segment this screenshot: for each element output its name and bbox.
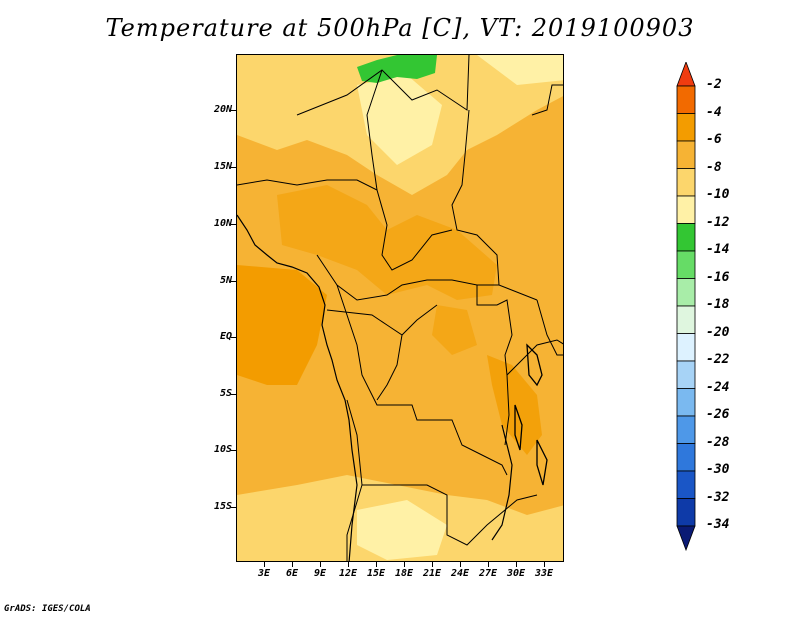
lat-label-5n: 5N (219, 275, 232, 286)
colorbar-label: -34 (706, 517, 730, 532)
map-canvas (237, 55, 563, 561)
lon-tick (432, 562, 433, 567)
colorbar-swatch (676, 223, 696, 252)
lon-label-9e: 9E (313, 568, 327, 579)
colorbar-swatch (676, 195, 696, 224)
lat-tick (231, 224, 236, 225)
lat-tick (231, 337, 236, 338)
lon-tick (488, 562, 489, 567)
colorbar-label: -30 (706, 462, 730, 477)
warm-region-gulf (237, 265, 327, 385)
colorbar-swatch (676, 305, 696, 334)
warm-patch-center (432, 305, 477, 355)
lon-tick (348, 562, 349, 567)
cool-region-northeast (477, 55, 563, 85)
colorbar-label: -14 (706, 242, 730, 257)
colorbar-swatch (676, 415, 696, 444)
cool-region-north-inner (357, 75, 442, 165)
lon-label-15e: 15E (366, 568, 386, 579)
lat-tick (231, 110, 236, 111)
lon-tick (544, 562, 545, 567)
colorbar-swatch (676, 168, 696, 197)
lon-tick (516, 562, 517, 567)
colorbar-swatch (676, 360, 696, 389)
colorbar-swatch (676, 113, 696, 142)
colorbar-swatch (676, 140, 696, 169)
country-borders (237, 55, 563, 561)
colorbar (676, 60, 696, 562)
colorbar-swatch (676, 333, 696, 362)
coastline (237, 214, 513, 561)
lat-tick (231, 450, 236, 451)
colorbar-label: -16 (706, 269, 730, 285)
colorbar-label: -22 (706, 352, 730, 367)
lon-label-33e: 33E (534, 568, 554, 579)
lon-tick (292, 562, 293, 567)
lon-tick (404, 562, 405, 567)
colorbar-swatch (676, 250, 696, 279)
lon-label-12e: 12E (338, 568, 358, 579)
cool-region-south-inner (357, 500, 447, 560)
colorbar-swatch (676, 60, 696, 87)
colorbar-label: -28 (706, 434, 730, 450)
warm-band-central (277, 185, 497, 300)
colorbar-label: -10 (706, 187, 730, 202)
colorbar-label: -20 (706, 324, 730, 340)
map-title: Temperature at 500hPa [C], VT: 201910090… (105, 14, 695, 42)
lat-label-10s: 10S (213, 444, 232, 455)
colorbar-swatch (676, 388, 696, 417)
colorbar-label: -12 (706, 214, 730, 230)
lon-label-18e: 18E (394, 568, 414, 579)
lat-label-20n: 20N (213, 104, 232, 115)
lon-tick (320, 562, 321, 567)
colorbar-swatch (676, 278, 696, 307)
lat-tick (231, 507, 236, 508)
colorbar-swatch (676, 85, 696, 114)
lon-tick (376, 562, 377, 567)
colorbar-label: -26 (706, 407, 730, 422)
colorbar-label: -4 (706, 104, 722, 120)
lon-label-30e: 30E (506, 568, 526, 579)
lon-tick (264, 562, 265, 567)
lon-label-24e: 24E (450, 568, 470, 579)
lat-tick (231, 167, 236, 168)
colorbar-label: -8 (706, 159, 722, 175)
colorbar-swatch (676, 498, 696, 527)
lat-tick (231, 281, 236, 282)
lat-tick (231, 394, 236, 395)
colorbar-swatch (676, 443, 696, 472)
lat-label-5s: 5S (219, 388, 232, 399)
lat-label-15n: 15N (213, 161, 232, 172)
lat-label-15s: 15S (213, 501, 232, 512)
lon-label-3e: 3E (257, 568, 271, 579)
credit-text: GrADS: IGES/COLA (4, 604, 91, 614)
colorbar-swatch (676, 525, 696, 552)
colorbar-swatches (676, 60, 696, 552)
colorbar-label: -32 (706, 489, 730, 505)
colorbar-label: -6 (706, 132, 722, 147)
lon-label-6e: 6E (285, 568, 299, 579)
lon-label-21e: 21E (422, 568, 442, 579)
lat-label-eq: EQ (219, 331, 232, 342)
colorbar-label: -24 (706, 379, 730, 395)
colorbar-label: -2 (706, 77, 722, 92)
lakes (514, 343, 548, 486)
colorbar-swatch (676, 470, 696, 499)
lon-label-27e: 27E (478, 568, 498, 579)
colorbar-label: -18 (706, 297, 730, 312)
lat-label-10n: 10N (213, 218, 232, 229)
cold-patch (357, 55, 437, 83)
temperature-map (236, 54, 564, 562)
lon-tick (460, 562, 461, 567)
